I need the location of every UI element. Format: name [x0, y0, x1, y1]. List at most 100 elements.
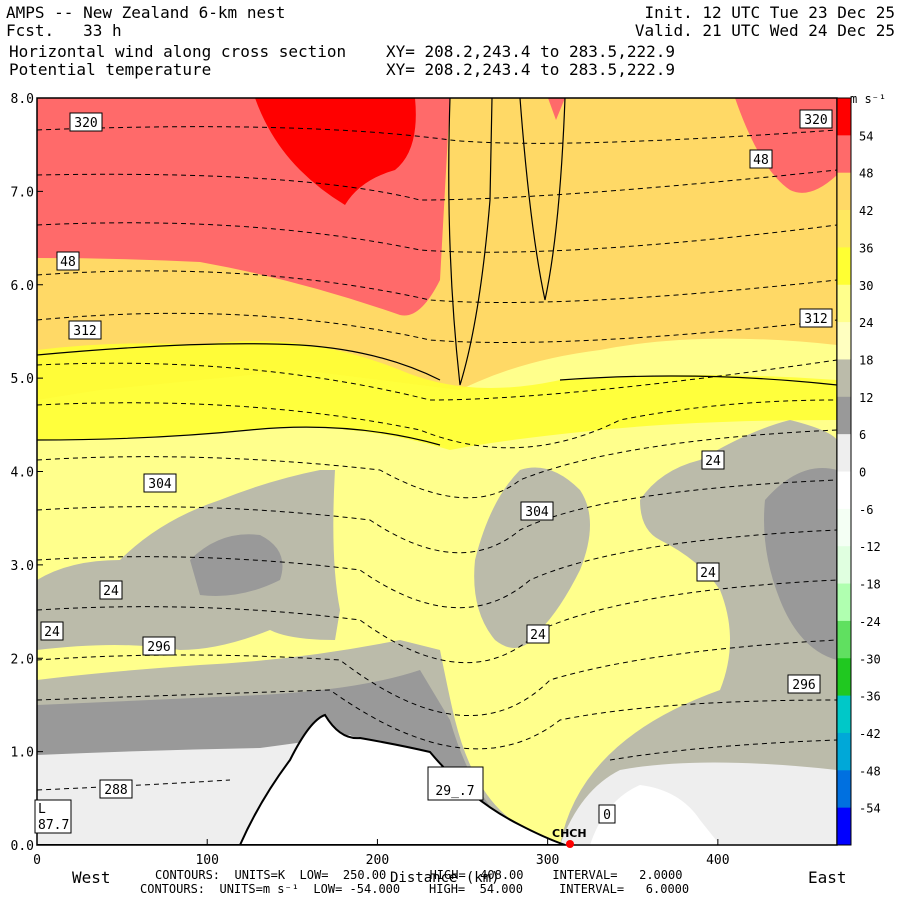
- xy-range-2: XY= 208.2,243.4 to 283.5,222.9: [386, 60, 675, 79]
- svg-text:24: 24: [705, 454, 721, 469]
- colorbar-label: -36: [859, 690, 881, 704]
- init-time: Init. 12 UTC Tue 23 Dec 25: [644, 3, 895, 22]
- svg-text:24: 24: [530, 628, 546, 643]
- wind-label: 48: [56, 251, 80, 271]
- colorbar-label: 30: [859, 279, 873, 293]
- colorbar-label: -6: [859, 503, 873, 517]
- svg-text:296: 296: [147, 640, 170, 655]
- theta-label: 312: [68, 320, 102, 340]
- valid-time: Valid. 21 UTC Wed 24 Dec 25: [634, 21, 895, 40]
- colorbar-label: -48: [859, 764, 881, 778]
- colorbar-swatch: [837, 284, 851, 323]
- svg-text:48: 48: [60, 255, 76, 270]
- svg-text:320: 320: [804, 113, 827, 128]
- wind-label: 24: [696, 562, 720, 582]
- colorbar-label: -18: [859, 578, 881, 592]
- east-label: East: [808, 868, 847, 887]
- svg-text:304: 304: [148, 477, 172, 492]
- x-axis-title: Distance (km): [390, 870, 500, 886]
- colorbar-frame: [836, 97, 852, 846]
- low-center-box: L 87.7: [34, 799, 72, 834]
- colorbar-swatch: [837, 546, 851, 585]
- station-marker: CHCH: [552, 827, 587, 848]
- wind-contours: [37, 98, 837, 446]
- theta-label: 304: [520, 501, 554, 521]
- x-axis: 0 100 200 300 400: [33, 839, 730, 868]
- colorbar-swatch: [837, 807, 851, 846]
- theta-label: 312: [799, 308, 833, 328]
- x-tick-label: 300: [536, 853, 559, 868]
- y-tick-label: 4.0: [11, 466, 34, 481]
- y-tick-label: 1.0: [11, 746, 34, 761]
- colorbar-label: -54: [859, 802, 881, 816]
- y-tick-label: 6.0: [11, 279, 34, 294]
- svg-text:48: 48: [753, 153, 769, 168]
- forecast-label: Fcst. 33 h: [6, 21, 122, 40]
- colorbar-swatch: [837, 98, 851, 136]
- svg-text:24: 24: [103, 584, 119, 599]
- wind-label: 24: [526, 624, 550, 644]
- y-tick-label: 8.0: [11, 92, 34, 107]
- colorbar-swatch: [837, 732, 851, 771]
- colorbar-swatch: [837, 658, 851, 697]
- colorbar-swatch: [837, 770, 851, 809]
- colorbar-label: 36: [859, 241, 873, 255]
- theta-label: 304: [143, 473, 177, 493]
- field-description-1: Horizontal wind along cross section: [9, 42, 347, 61]
- theta-label: 288: [99, 779, 133, 799]
- colorbar-swatch: [837, 695, 851, 734]
- station-label: CHCH: [552, 827, 587, 840]
- theta-label: 296: [787, 674, 821, 694]
- y-tick-label: 2.0: [11, 652, 34, 667]
- svg-text:0: 0: [603, 808, 611, 823]
- colorbar-swatch: [837, 135, 851, 174]
- colorbar-label: 6: [859, 428, 866, 442]
- colorbar-swatch: [837, 396, 851, 435]
- colorbar-swatch: [837, 172, 851, 211]
- colorbar-swatch: [837, 247, 851, 286]
- west-label: West: [72, 868, 111, 887]
- theta-label: 296: [142, 636, 176, 656]
- chart-title: AMPS -- New Zealand 6-km nest: [6, 3, 286, 22]
- wind-label: 48: [749, 149, 773, 169]
- y-tick-label: 0.0: [11, 839, 34, 854]
- xy-range-1: XY= 208.2,243.4 to 283.5,222.9: [386, 42, 675, 61]
- theta-label: 320: [799, 109, 833, 129]
- svg-text:87.7: 87.7: [38, 818, 69, 833]
- theta-label: 29_.7: [427, 766, 484, 801]
- colorbar-swatch: [837, 583, 851, 622]
- contour-info-wind: CONTOURS: UNITS=m s⁻¹ LOW= -54.000 HIGH=…: [140, 882, 690, 896]
- colorbar-swatch: [837, 322, 851, 360]
- y-tick-label: 5.0: [11, 372, 34, 387]
- svg-text:320: 320: [74, 116, 97, 131]
- colorbar-swatch: [837, 434, 851, 472]
- x-tick-label: 200: [366, 853, 389, 868]
- svg-text:24: 24: [700, 566, 716, 581]
- colorbar-swatch: [837, 508, 851, 547]
- colorbar-label: 0: [859, 466, 866, 480]
- colorbar-unit: m s⁻¹: [850, 92, 887, 106]
- theta-label: 320: [69, 112, 103, 132]
- x-tick-label: 0: [33, 853, 41, 868]
- svg-text:24: 24: [44, 625, 60, 640]
- colorbar-swatch: [837, 620, 851, 659]
- x-tick-label: 400: [706, 853, 729, 868]
- field-description-2: Potential temperature: [9, 60, 212, 79]
- colorbar-swatch: [837, 210, 851, 248]
- colorbar-label: 18: [859, 353, 873, 367]
- wind-label: 24: [701, 450, 725, 470]
- y-tick-label: 7.0: [11, 185, 34, 200]
- y-axis: 0.0 1.0 2.0 3.0 4.0 5.0 6.0 7.0 8.0: [11, 92, 43, 854]
- wind-fill-field: [37, 98, 837, 845]
- colorbar-label: -30: [859, 652, 881, 666]
- colorbar-label: -12: [859, 540, 881, 554]
- colorbar-label: 54: [859, 129, 873, 143]
- svg-text:312: 312: [73, 324, 96, 339]
- colorbar-label: 12: [859, 391, 873, 405]
- svg-text:29_.7: 29_.7: [435, 784, 474, 799]
- svg-text:288: 288: [104, 783, 127, 798]
- y-tick-label: 3.0: [11, 559, 34, 574]
- svg-text:L: L: [38, 802, 46, 817]
- theta-contours: [37, 126, 837, 791]
